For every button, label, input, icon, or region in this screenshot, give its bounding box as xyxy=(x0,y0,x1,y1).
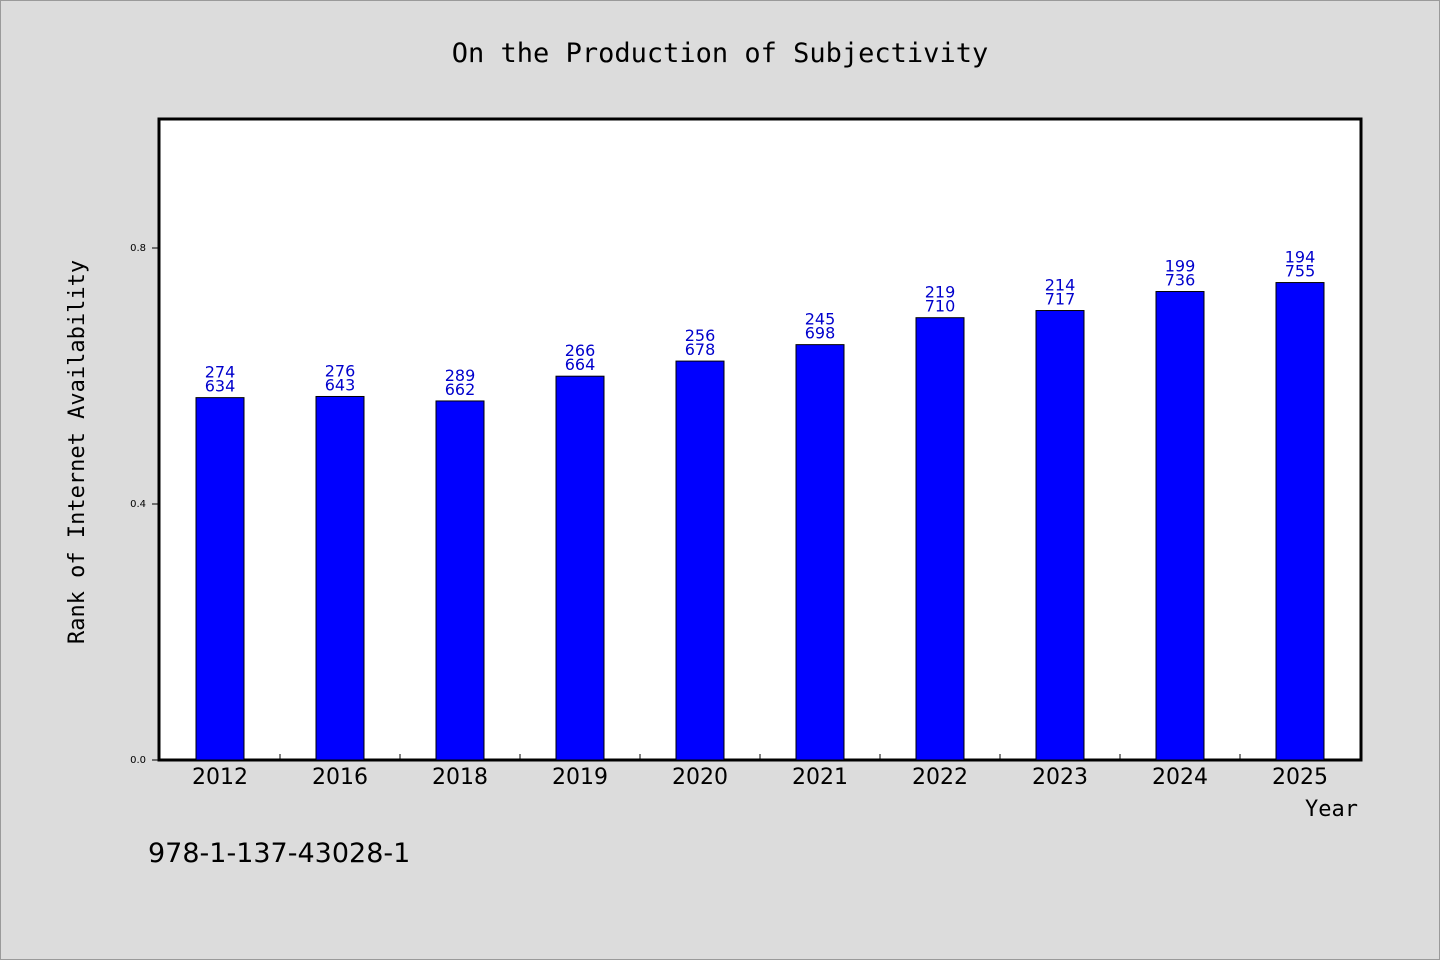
bar-2021 xyxy=(795,344,845,761)
x-tick-label-2016: 2016 xyxy=(312,765,368,790)
x-tick-label-2012: 2012 xyxy=(192,765,248,790)
data-label-lower-2022: 710 xyxy=(925,297,956,316)
x-tick-label-2024: 2024 xyxy=(1152,765,1208,790)
data-label-upper-2024: 199 xyxy=(1165,257,1196,276)
bars-group xyxy=(195,282,1325,761)
bar-2019 xyxy=(555,375,605,761)
data-label-upper-2020: 256 xyxy=(685,326,716,345)
bar-2012 xyxy=(195,397,245,761)
bar-2023 xyxy=(1035,310,1085,761)
bar-2024 xyxy=(1155,291,1205,761)
data-label-lower-2016: 643 xyxy=(325,375,356,394)
bar-2016 xyxy=(315,395,365,761)
bar-2020 xyxy=(675,360,725,761)
x-tick-label-2018: 2018 xyxy=(432,765,488,790)
x-axis-title: Year xyxy=(1305,797,1358,822)
data-label-upper-2025: 194 xyxy=(1285,248,1316,267)
data-label-lower-2023: 717 xyxy=(1045,290,1076,309)
data-label-upper-2021: 245 xyxy=(805,310,836,329)
bar-2022 xyxy=(915,317,965,761)
x-tick-label-2019: 2019 xyxy=(552,765,608,790)
data-label-lower-2012: 634 xyxy=(205,377,236,396)
y-tick-label-0.0: 0.0 xyxy=(130,755,146,766)
x-tick-label-2025: 2025 xyxy=(1272,765,1328,790)
bar-2025 xyxy=(1275,282,1325,761)
x-tick-label-2021: 2021 xyxy=(792,765,848,790)
data-label-lower-2024: 736 xyxy=(1165,271,1196,290)
y-axis: 0.0 0.4 0.8 xyxy=(130,243,160,766)
x-tick-label-2023: 2023 xyxy=(1032,765,1088,790)
data-label-upper-2023: 214 xyxy=(1045,276,1076,295)
data-label-lower-2021: 698 xyxy=(805,324,836,343)
x-tick-label-2022: 2022 xyxy=(912,765,968,790)
data-label-upper-2012: 274 xyxy=(205,363,236,382)
data-label-upper-2019: 266 xyxy=(565,341,596,360)
chart-title: On the Production of Subjectivity xyxy=(452,38,988,69)
data-label-lower-2020: 678 xyxy=(685,340,716,359)
data-label-lower-2018: 662 xyxy=(445,380,476,399)
y-axis-title: Rank of Internet Availability xyxy=(65,260,90,644)
data-label-upper-2022: 219 xyxy=(925,283,956,302)
y-tick-label-0.4: 0.4 xyxy=(130,499,146,510)
x-axis: 2012 2016 2018 2019 2020 2021 2022 2023 2024 2025 xyxy=(192,754,1328,790)
data-labels-group: 2746342766432896622666642566782456982197… xyxy=(205,248,1316,399)
data-label-upper-2016: 276 xyxy=(325,361,356,380)
data-label-upper-2018: 289 xyxy=(445,366,476,385)
x-tick-label-2020: 2020 xyxy=(672,765,728,790)
data-label-lower-2019: 664 xyxy=(565,355,596,374)
data-label-lower-2025: 755 xyxy=(1285,262,1316,281)
isbn-label: 978-1-137-43028-1 xyxy=(148,838,410,869)
y-tick-label-0.8: 0.8 xyxy=(130,243,146,254)
bar-2018 xyxy=(435,400,485,761)
